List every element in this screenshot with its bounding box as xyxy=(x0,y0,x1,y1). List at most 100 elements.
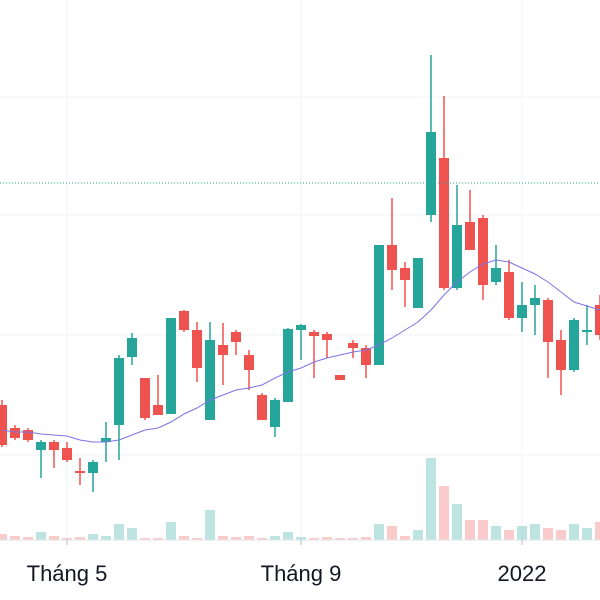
candle-body xyxy=(569,320,579,370)
candle-body xyxy=(270,400,280,427)
volume-bar xyxy=(452,504,462,540)
volume-bar xyxy=(205,510,215,540)
volume-bar xyxy=(166,522,176,540)
candle-body xyxy=(114,358,124,425)
volume-bar xyxy=(153,538,163,540)
volume-bar xyxy=(556,530,566,540)
candle-body xyxy=(400,268,410,280)
volume-bar xyxy=(582,528,592,540)
candle-body xyxy=(374,245,384,365)
candle-body xyxy=(478,218,488,285)
volume-bar xyxy=(231,537,241,540)
volume-bar xyxy=(62,538,72,540)
candle-body xyxy=(465,222,475,250)
volume-bar xyxy=(127,528,137,540)
candle-body xyxy=(166,318,176,414)
volume-bar xyxy=(23,537,33,540)
candle-body xyxy=(361,348,371,365)
candle-body xyxy=(231,332,241,342)
volume-bar xyxy=(413,530,423,540)
volume-bar xyxy=(218,536,228,540)
volume-bar xyxy=(504,530,514,540)
candle-body xyxy=(309,332,319,336)
candle-body xyxy=(426,132,436,215)
volume-bar xyxy=(374,524,384,540)
volume-bar xyxy=(387,526,397,540)
candle-body xyxy=(0,405,7,445)
candle-body xyxy=(257,395,267,420)
volume-bar xyxy=(543,528,553,540)
volume-bar xyxy=(517,526,527,540)
candle-body xyxy=(36,442,46,450)
candle-body xyxy=(517,305,527,318)
candle-layer xyxy=(0,55,600,492)
volume-bar xyxy=(10,536,20,540)
volume-bar xyxy=(0,534,7,540)
volume-bar xyxy=(75,537,85,540)
candle-body xyxy=(439,158,449,288)
candle-body xyxy=(153,405,163,415)
volume-bar xyxy=(595,522,600,540)
volume-bar xyxy=(361,537,371,540)
candle-body xyxy=(75,471,85,473)
candle-body xyxy=(582,330,592,332)
volume-bar xyxy=(348,538,358,540)
candle-body xyxy=(335,375,345,380)
candle-body xyxy=(218,345,228,355)
volume-bar xyxy=(49,536,59,540)
grid xyxy=(0,0,600,540)
volume-bar xyxy=(296,537,306,540)
volume-layer xyxy=(0,458,600,540)
candle-body xyxy=(296,325,306,330)
volume-bar xyxy=(101,536,111,540)
volume-bar xyxy=(478,520,488,540)
volume-bar xyxy=(322,537,332,540)
candle-body xyxy=(595,305,600,335)
candle-body xyxy=(62,448,72,460)
x-tick-label: 2022 xyxy=(498,561,547,586)
volume-bar xyxy=(426,458,436,540)
candle-body xyxy=(88,462,98,473)
candle-body xyxy=(504,272,514,318)
volume-bar xyxy=(283,532,293,540)
x-tick-label: Tháng 9 xyxy=(261,561,342,586)
candle-body xyxy=(127,338,137,357)
volume-bar xyxy=(244,536,254,540)
candle-body xyxy=(101,438,111,442)
candle-body xyxy=(530,298,540,305)
candle-body xyxy=(413,258,423,308)
volume-bar xyxy=(439,486,449,540)
volume-bar xyxy=(192,538,202,540)
candle-body xyxy=(192,330,202,368)
x-tick-label: Tháng 5 xyxy=(27,561,108,586)
volume-bar xyxy=(88,534,98,540)
candle-body xyxy=(543,300,553,342)
candle-body xyxy=(491,268,501,282)
candle-body xyxy=(348,343,358,348)
volume-bar xyxy=(36,532,46,540)
candle-body xyxy=(10,428,20,438)
candle-body xyxy=(452,225,462,288)
volume-bar xyxy=(491,526,501,540)
candle-body xyxy=(205,340,215,420)
candle-body xyxy=(387,245,397,270)
volume-bar xyxy=(400,536,410,540)
volume-bar xyxy=(179,536,189,540)
candle-body xyxy=(283,329,293,402)
volume-bar xyxy=(309,538,319,540)
x-axis: Tháng 5 Tháng 9 2022 xyxy=(0,539,600,586)
volume-bar xyxy=(465,520,475,540)
volume-bar xyxy=(114,524,124,540)
volume-bar xyxy=(270,536,280,540)
candle-body xyxy=(322,334,332,340)
candle-body xyxy=(49,442,59,450)
volume-bar xyxy=(530,524,540,540)
candle-body xyxy=(244,355,254,370)
volume-bar xyxy=(140,538,150,540)
candle-body xyxy=(23,430,33,440)
candle-body xyxy=(140,378,150,418)
candle-body xyxy=(179,311,189,330)
candle-body xyxy=(556,340,566,370)
